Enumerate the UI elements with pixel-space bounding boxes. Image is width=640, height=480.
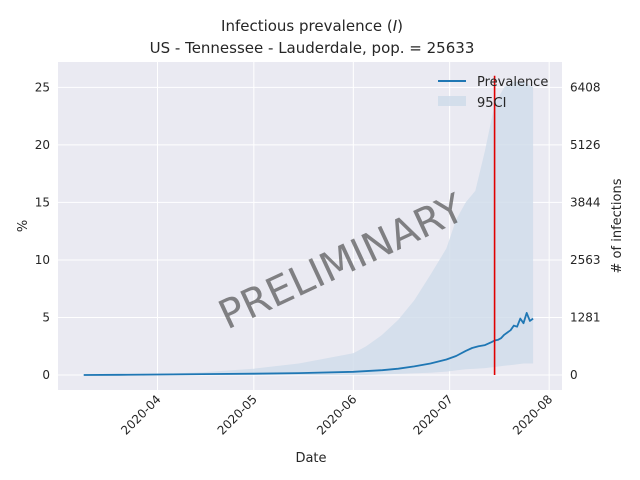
y-right-axis-label: # of infections: [610, 178, 625, 273]
legend-prevalence-label: Prevalence: [477, 75, 548, 90]
y-right-tick-label: 0: [570, 368, 578, 382]
y-right-tick-labels: 0 1281 2563 3844 5126 6408: [570, 80, 601, 382]
chart-title-line1: Infectious prevalence (I): [221, 17, 403, 35]
y-tick-label: 15: [35, 195, 50, 209]
ci-band-layer: [83, 81, 534, 375]
ci-band: [83, 81, 534, 375]
chart-title-line2: US - Tennessee - Lauderdale, pop. = 2563…: [150, 39, 475, 57]
y-tick-label: 25: [35, 80, 50, 94]
y-tick-label: 0: [42, 368, 50, 382]
x-tick-label: 2020-07: [410, 392, 455, 437]
y-tick-label: 5: [42, 310, 50, 324]
x-tick-label: 2020-06: [314, 392, 359, 437]
x-tick-labels: 2020-04 2020-05 2020-06 2020-07 2020-08: [118, 392, 555, 437]
prevalence-line: [83, 311, 534, 376]
title-text: Infectious prevalence (: [221, 17, 393, 35]
legend-ci-label: 95CI: [477, 96, 506, 111]
y-right-tick-label: 3844: [570, 195, 601, 209]
legend: Prevalence 95CI: [438, 75, 548, 111]
y-tick-label: 20: [35, 138, 50, 152]
y-right-tick-label: 6408: [570, 80, 601, 94]
title-text-end: ): [397, 17, 403, 35]
x-axis-label: Date: [295, 451, 326, 466]
x-tick-label: 2020-08: [510, 392, 555, 437]
y-tick-labels: 0 5 10 15 20 25: [35, 80, 50, 382]
y-tick-label: 10: [35, 253, 50, 267]
grid-lines: [58, 62, 562, 390]
x-tick-label: 2020-05: [215, 392, 260, 437]
prevalence-line-layer: [83, 311, 534, 376]
x-tick-label: 2020-04: [118, 392, 163, 437]
y-right-tick-label: 2563: [570, 253, 601, 267]
title-italic: I: [393, 17, 398, 35]
y-axis-label: %: [16, 220, 31, 232]
y-right-tick-label: 5126: [570, 138, 601, 152]
y-right-tick-label: 1281: [570, 310, 601, 324]
legend-ci-swatch: [438, 96, 466, 106]
